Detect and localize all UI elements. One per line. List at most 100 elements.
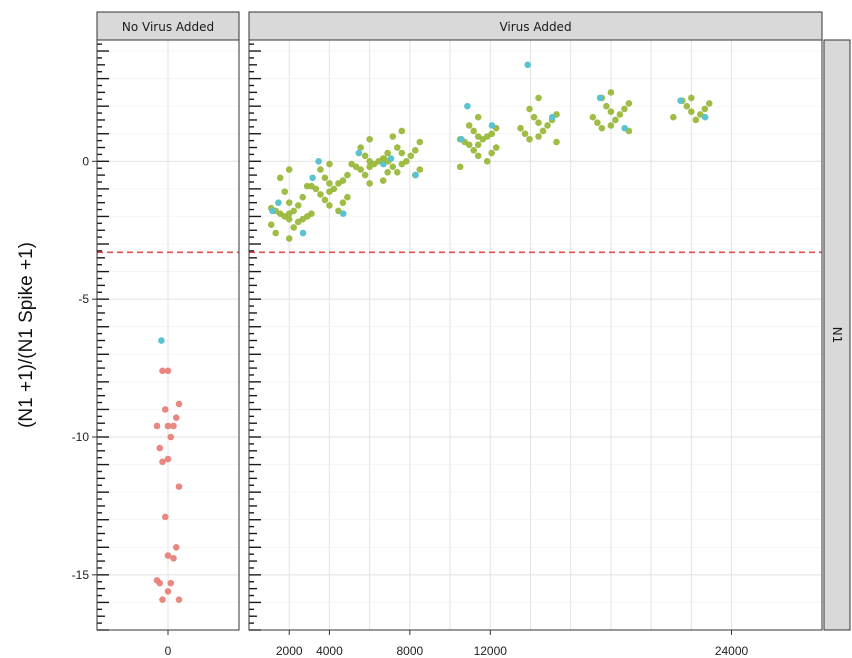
data-point xyxy=(521,130,529,138)
data-point xyxy=(161,406,169,413)
data-point xyxy=(474,152,482,160)
highlight-point xyxy=(309,174,316,182)
data-point xyxy=(285,215,293,223)
data-point xyxy=(312,185,320,193)
data-point xyxy=(361,171,369,179)
data-point xyxy=(344,193,351,201)
data-point xyxy=(488,149,496,157)
data-point xyxy=(598,124,606,132)
y-tick-label: -5 xyxy=(78,292,89,306)
data-point xyxy=(589,113,597,121)
data-point xyxy=(470,127,478,135)
data-point xyxy=(267,221,275,229)
highlight-point xyxy=(458,135,465,143)
data-point xyxy=(335,180,342,187)
data-point xyxy=(299,193,307,201)
data-point xyxy=(607,122,615,129)
x-tick-label: 4000 xyxy=(316,644,343,658)
highlight-point xyxy=(596,94,604,102)
data-point xyxy=(607,89,615,96)
data-point xyxy=(517,124,524,132)
data-point xyxy=(688,94,695,102)
data-point xyxy=(164,552,172,559)
data-point xyxy=(366,163,373,171)
data-point xyxy=(159,458,166,466)
data-point xyxy=(688,108,695,115)
data-point xyxy=(683,102,691,110)
data-point xyxy=(701,105,709,113)
panel-background-1 xyxy=(249,40,822,630)
data-point xyxy=(159,367,166,375)
y-axis-label: (N1 +1)/(N1 Spike +1) xyxy=(16,242,37,428)
data-point xyxy=(161,513,169,521)
data-point xyxy=(526,105,533,113)
data-point xyxy=(389,163,397,171)
data-point xyxy=(276,174,284,182)
data-point xyxy=(167,433,175,441)
data-point xyxy=(172,543,180,551)
data-point xyxy=(159,596,166,603)
data-point xyxy=(394,144,401,151)
panel-border-1 xyxy=(248,39,823,631)
data-point xyxy=(535,94,542,102)
data-point xyxy=(398,127,406,135)
y-tick-label: 0 xyxy=(82,154,89,168)
data-point xyxy=(321,196,329,204)
data-point xyxy=(170,555,177,562)
data-point xyxy=(603,102,610,110)
data-point xyxy=(616,111,624,118)
data-point xyxy=(389,133,397,140)
highlight-point xyxy=(488,122,496,129)
data-point xyxy=(164,588,172,595)
data-point xyxy=(706,100,713,107)
highlight-point xyxy=(269,207,276,215)
data-point xyxy=(281,188,289,195)
highlight-point xyxy=(158,337,165,344)
data-point xyxy=(379,177,387,184)
data-point xyxy=(526,135,533,143)
data-point xyxy=(470,146,478,154)
data-point xyxy=(692,116,700,124)
highlight-point xyxy=(299,229,307,237)
data-point xyxy=(164,422,172,430)
data-point xyxy=(553,138,560,146)
data-point xyxy=(416,138,424,146)
data-point xyxy=(474,141,482,149)
data-point xyxy=(317,191,324,198)
data-point xyxy=(308,210,315,217)
x-tick-label: 0 xyxy=(165,644,172,658)
data-point xyxy=(153,422,161,430)
data-point xyxy=(172,414,180,422)
data-point xyxy=(175,596,183,603)
highlight-point xyxy=(621,124,628,132)
data-point xyxy=(621,105,628,113)
data-point xyxy=(412,146,419,154)
data-point xyxy=(366,180,373,187)
data-point xyxy=(625,100,633,107)
data-point xyxy=(361,152,369,160)
data-point xyxy=(170,422,177,430)
x-tick-label: 8000 xyxy=(396,644,423,658)
highlight-point xyxy=(412,171,419,179)
x-tick-label: 2000 xyxy=(276,644,303,658)
facet-strip-1 xyxy=(248,11,823,41)
data-point xyxy=(535,133,542,140)
data-point xyxy=(384,169,391,176)
data-point xyxy=(294,218,302,226)
data-point xyxy=(156,579,164,587)
data-point xyxy=(321,174,329,182)
data-point xyxy=(339,199,347,206)
facet-strip-label-0: No Virus Added xyxy=(122,20,214,34)
data-point xyxy=(416,166,424,173)
highlight-point xyxy=(549,113,556,121)
data-point xyxy=(456,163,464,171)
data-point xyxy=(474,113,482,121)
data-point xyxy=(156,444,164,452)
data-point xyxy=(290,224,298,231)
highlight-point xyxy=(275,199,282,206)
data-point xyxy=(465,122,473,129)
data-point xyxy=(544,122,551,129)
data-point xyxy=(167,579,175,587)
highlight-point xyxy=(677,97,684,104)
